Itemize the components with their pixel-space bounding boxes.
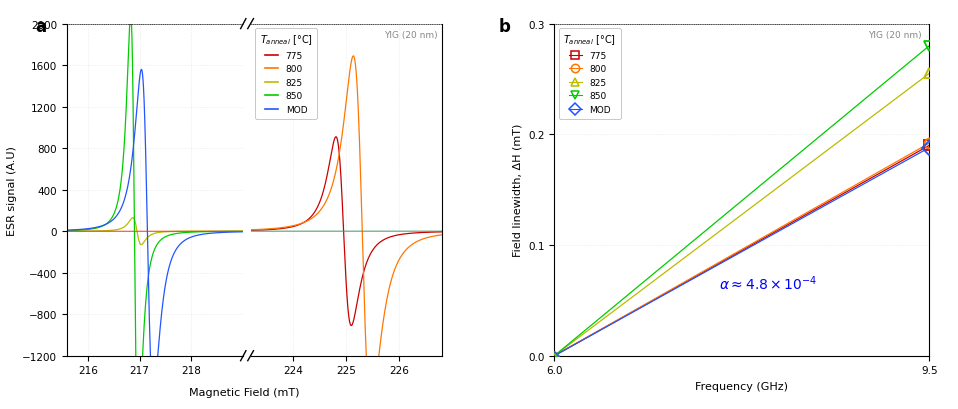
Legend: 775, 800, 825, 850, MOD: 775, 800, 825, 850, MOD: [255, 29, 317, 119]
X-axis label: Frequency (GHz): Frequency (GHz): [696, 381, 788, 391]
Y-axis label: Field linewidth, ΔH (mT): Field linewidth, ΔH (mT): [513, 124, 523, 257]
Y-axis label: ESR signal (A.U): ESR signal (A.U): [7, 145, 17, 235]
Text: YIG (20 nm): YIG (20 nm): [868, 31, 922, 40]
Text: a: a: [35, 18, 47, 36]
Text: Magnetic Field (mT): Magnetic Field (mT): [189, 387, 300, 397]
Text: YIG (20 nm): YIG (20 nm): [384, 31, 438, 40]
Legend: 775, 800, 825, 850, MOD: 775, 800, 825, 850, MOD: [559, 29, 621, 119]
Text: $\alpha \approx 4.8 \times 10^{-4}$: $\alpha \approx 4.8 \times 10^{-4}$: [718, 274, 817, 292]
Text: b: b: [498, 18, 510, 36]
